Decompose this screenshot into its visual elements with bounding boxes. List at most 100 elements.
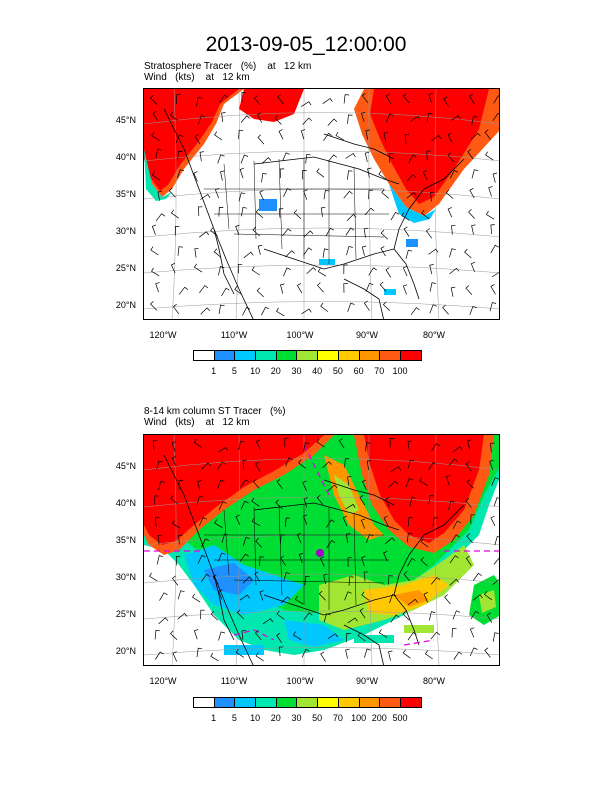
wind-barb — [347, 617, 358, 624]
wind-barb — [254, 630, 262, 641]
wind-barb — [465, 497, 472, 508]
wind-barb — [323, 190, 330, 200]
wind-barb — [490, 442, 495, 453]
wind-barb — [345, 153, 356, 159]
colorbar-tick-label: 100 — [351, 713, 367, 723]
wind-barb — [430, 631, 440, 640]
wind-barb — [251, 266, 260, 276]
colorbar-swatch — [296, 350, 319, 361]
colorbar-tick-label: 200 — [371, 713, 387, 723]
wind-barb — [407, 598, 418, 606]
wind-barb — [303, 514, 308, 525]
wind-barb — [235, 514, 241, 526]
wind-barb — [274, 114, 282, 125]
wind-barb — [493, 497, 499, 507]
wind-barb — [343, 190, 353, 199]
wind-barb — [381, 189, 389, 199]
wind-barb — [419, 477, 428, 486]
wind-barb — [405, 478, 413, 488]
wind-barb — [388, 480, 399, 488]
wind-barb — [241, 630, 246, 640]
wind-barb — [428, 92, 433, 104]
wind-barb — [407, 517, 413, 527]
colorbar-tick-label: 10 — [250, 713, 261, 723]
wind-barb — [320, 651, 326, 662]
wind-barb — [193, 171, 198, 182]
wind-barb — [217, 154, 225, 164]
wind-barb — [410, 307, 420, 316]
wind-barb — [368, 189, 374, 200]
wind-barb — [449, 555, 459, 564]
wind-barb — [431, 134, 442, 142]
colorbar-tick-label: 20 — [270, 713, 281, 723]
wind-barb — [484, 647, 491, 658]
wind-barb — [262, 618, 274, 625]
wind-barb — [368, 267, 377, 276]
wind-barb — [200, 307, 211, 315]
wind-barb — [420, 538, 429, 548]
wind-barb — [296, 532, 302, 544]
wind-barb — [347, 114, 353, 124]
wind-barb — [234, 285, 243, 295]
wind-barb — [385, 537, 396, 544]
wind-barb — [301, 648, 310, 658]
wind-barb — [365, 129, 370, 140]
panel1-lat-label: 30°N — [115, 226, 136, 236]
wind-barb — [445, 475, 451, 486]
page-title: 2013-09-05_12:00:00 — [205, 33, 407, 56]
wind-barb — [428, 494, 435, 505]
wind-barb — [449, 248, 456, 258]
wind-barb — [178, 286, 189, 295]
wind-barb — [280, 534, 286, 544]
wind-barb — [451, 534, 460, 543]
wind-barb — [170, 630, 178, 641]
wind-barb — [240, 154, 249, 164]
wind-barb — [302, 117, 312, 125]
wind-barb — [365, 533, 374, 543]
wind-barb — [389, 438, 395, 448]
wind-barb — [151, 132, 160, 141]
wind-barb — [489, 459, 494, 471]
colorbar-swatch — [275, 697, 298, 708]
wind-barb — [170, 495, 179, 505]
wind-barb — [302, 480, 307, 491]
wind-barb — [408, 154, 417, 164]
wind-barb — [383, 515, 389, 527]
wind-barb — [432, 517, 439, 527]
wind-barb — [218, 552, 226, 562]
wind-barb — [326, 519, 335, 528]
panel2-label-wind: Wind (kts) at 12 km — [144, 417, 250, 428]
wind-barb — [218, 266, 225, 276]
wind-barb — [469, 306, 477, 316]
wind-barb — [472, 594, 483, 601]
wind-barb — [449, 169, 458, 179]
wind-barb — [192, 593, 201, 603]
wind-barb — [402, 610, 410, 621]
wind-barb — [296, 283, 303, 294]
wind-barb — [153, 495, 160, 505]
colorbar-swatch — [213, 697, 236, 708]
wind-barb — [154, 630, 160, 640]
wind-barb — [406, 192, 417, 199]
wind-barb — [363, 571, 369, 582]
wind-barb — [426, 150, 431, 161]
wind-barb — [316, 494, 324, 505]
wind-barb — [451, 628, 457, 638]
colorbar-tick-label: 1 — [211, 366, 217, 376]
wind-barb — [236, 609, 245, 620]
wind-barb — [429, 304, 437, 314]
wind-barb — [388, 650, 393, 661]
wind-barb — [301, 308, 312, 315]
wind-barb — [317, 267, 327, 277]
wind-barb — [257, 244, 263, 255]
wind-barb — [200, 194, 211, 200]
wind-barb — [149, 572, 158, 582]
panel1-label-tracer: Stratosphere Tracer (%) at 12 km — [144, 61, 312, 72]
wind-barb — [155, 517, 160, 527]
wind-barb — [385, 113, 394, 123]
wind-barb — [150, 300, 158, 311]
wind-barb — [323, 132, 333, 141]
wind-barb — [199, 151, 204, 162]
wind-barb — [469, 647, 478, 657]
wind-barb — [259, 556, 264, 566]
